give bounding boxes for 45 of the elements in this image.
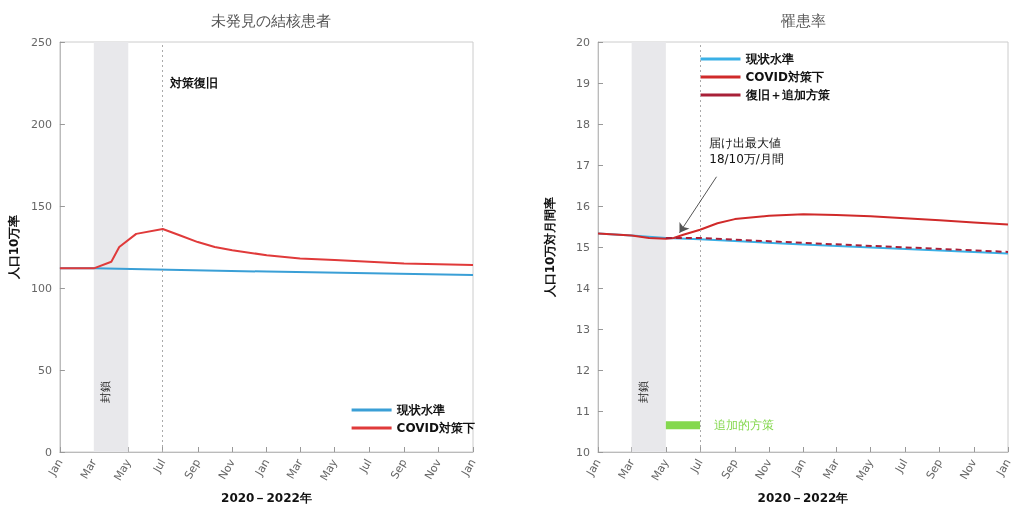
x-tick-label: Jul [149,456,169,476]
y-tick-label: 50 [37,363,52,377]
y-tick-label: 17 [576,158,590,172]
x-tick-label: Jul [356,456,375,476]
line-series [597,213,1009,240]
chart-title: 罹患率 [779,11,826,30]
y-tick-label: 12 [576,363,590,377]
y-tick-label: 20 [576,35,590,49]
y-tick-label: 0 [44,445,52,459]
y-tick-label: 10 [576,445,590,459]
y-axis-title: 人口10万対月間率 [543,196,557,299]
y-tick-label: 250 [30,35,52,49]
ref-line-label: 対策復旧 [168,76,218,90]
y-tick-label: 11 [576,404,590,418]
y-axis-title: 人口10万率 [7,214,21,281]
x-tick-label: Jan [993,456,1014,479]
legend-label: 現状水準 [395,403,445,417]
legend-label: COVID対策下 [745,70,824,84]
y-tick-label: 16 [576,199,590,213]
legend-label: COVID対策下 [396,421,476,435]
y-tick-label: 13 [576,322,590,336]
x-tick-label: Jul [892,456,911,476]
legend-label: 現状水準 [744,52,794,66]
y-tick-label: 14 [576,281,590,295]
x-tick-label: Jan [458,456,479,479]
x-axis-title: 2020－2022年 [757,491,849,505]
x-tick-label: Jan [788,456,809,479]
annotation: 届け出最大値 18/10万/月間 [709,135,784,166]
chart-title: 未発見の結核患者 [210,11,331,30]
x-axis-title: 2020－2022年 [221,491,312,505]
legend-label: 復旧＋追加方策 [744,88,831,102]
x-tick-label: Jan [583,456,604,479]
band-label: 封鎖 [636,381,650,403]
x-tick-label: Jan [45,456,66,479]
x-tick-label: Jul [687,456,706,476]
y-tick-label: 19 [576,76,590,90]
y-tick-label: 15 [576,240,590,254]
y-tick-label: 18 [576,117,590,131]
y-tick-label: 100 [30,281,52,295]
x-tick-label: Jan [252,456,273,479]
line-series [58,227,474,270]
y-tick-label: 150 [30,199,52,213]
y-tick-label: 200 [30,117,52,131]
band-label: 封鎖 [99,381,113,403]
series-label: 追加的方策 [714,418,775,433]
